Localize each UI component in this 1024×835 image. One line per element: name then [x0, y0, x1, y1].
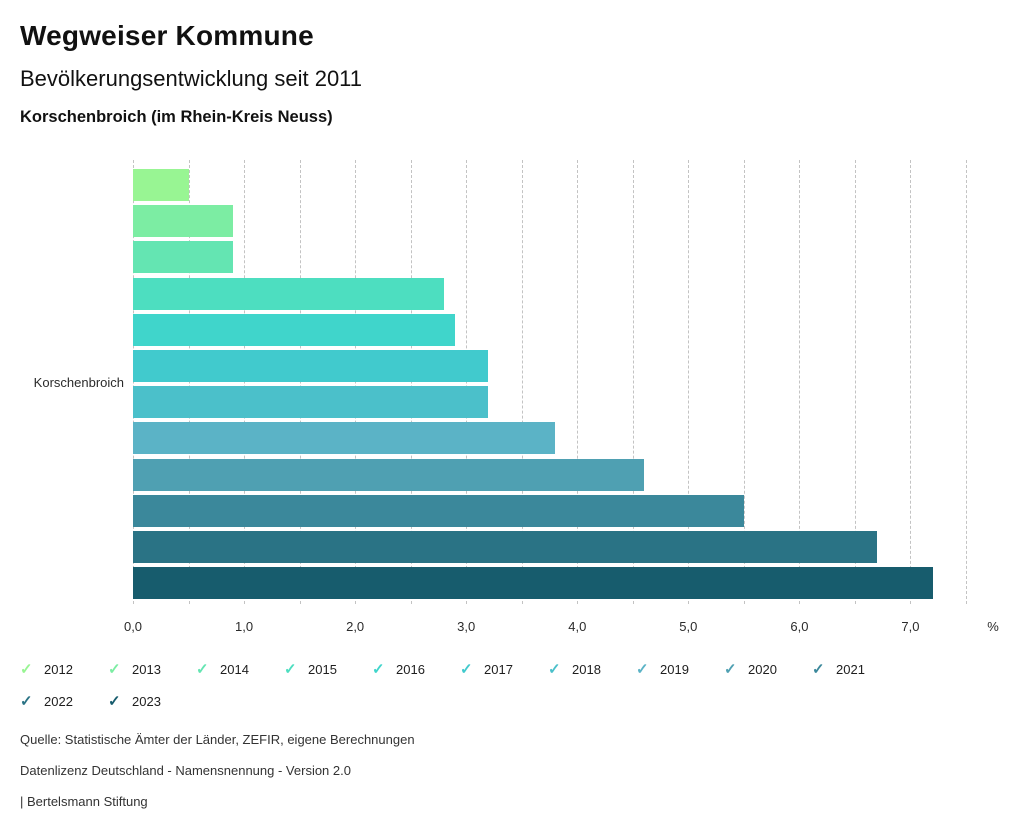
legend: ✓ 2012 ✓ 2013 ✓ 2014 ✓ 2015 ✓ 2016 ✓ 2017 ✓ 2018 ✓ 2019… — [20, 660, 920, 724]
gridline — [355, 160, 357, 604]
bar-2015[interactable] — [133, 277, 444, 310]
legend-item-2016[interactable]: ✓ 2016 — [372, 660, 460, 679]
gridline — [632, 160, 634, 604]
check-icon: ✓ — [372, 661, 385, 678]
check-icon: ✓ — [20, 661, 33, 678]
bar-2020[interactable] — [133, 458, 644, 491]
bar-2022[interactable] — [133, 531, 878, 563]
legend-item-2019[interactable]: ✓ 2019 — [636, 660, 724, 679]
bar-2023[interactable] — [133, 567, 933, 600]
x-tick-label: 7,0 — [901, 619, 920, 634]
legend-item-2018[interactable]: ✓ 2018 — [548, 660, 636, 679]
bar-2021[interactable] — [133, 494, 744, 527]
gridline — [410, 160, 412, 604]
category-label: Korschenbroich — [33, 374, 124, 390]
gridline — [688, 160, 690, 604]
check-icon: ✓ — [284, 661, 297, 678]
x-axis-unit-label: % — [987, 619, 999, 634]
check-icon: ✓ — [108, 661, 121, 678]
chart-location-subtitle: Korschenbroich (im Rhein-Kreis Neuss) — [20, 108, 333, 126]
legend-item-2023[interactable]: ✓ 2023 — [108, 692, 196, 711]
check-icon: ✓ — [636, 661, 649, 678]
gridline — [854, 160, 856, 604]
bar-2013[interactable] — [133, 205, 233, 238]
gridline — [244, 160, 246, 604]
bar-2019[interactable] — [133, 422, 556, 455]
chart-title: Bevölkerungsentwicklung seit 2011 — [20, 66, 363, 91]
gridline — [466, 160, 468, 604]
legend-year-label: 2018 — [572, 662, 601, 677]
gridline — [577, 160, 579, 604]
legend-item-2014[interactable]: ✓ 2014 — [196, 660, 284, 679]
bar-2016[interactable] — [133, 313, 456, 346]
x-axis: % 0,0 1,0 2,0 3,0 4,0 5,0 6,0 7,0 — [124, 610, 999, 634]
gridline — [299, 160, 301, 604]
bar-2012[interactable] — [133, 169, 189, 201]
legend-year-label: 2017 — [484, 662, 513, 677]
check-icon: ✓ — [812, 661, 825, 678]
legend-year-label: 2023 — [132, 694, 161, 709]
page-title: Wegweiser Kommune — [20, 20, 314, 51]
legend-year-label: 2016 — [396, 662, 425, 677]
gridline — [188, 160, 190, 604]
x-tick-label: 2,0 — [346, 619, 365, 634]
gridline — [521, 160, 523, 604]
bar-2017[interactable] — [133, 350, 489, 382]
gridline — [743, 160, 745, 604]
gridline — [133, 160, 134, 604]
bar-chart: Korschenbroich % 0,0 1,0 2,0 3,0 4,0 5,0 6,0 7,… — [0, 160, 1024, 640]
legend-year-label: 2019 — [660, 662, 689, 677]
check-icon: ✓ — [548, 661, 561, 678]
legend-year-label: 2014 — [220, 662, 249, 677]
x-tick-label: 6,0 — [790, 619, 809, 634]
footer: Quelle: Statistische Ämter der Länder, Z… — [20, 733, 415, 826]
x-tick-label: 3,0 — [457, 619, 476, 634]
check-icon: ✓ — [724, 661, 737, 678]
attribution-note: | Bertelsmann Stiftung — [20, 794, 148, 809]
check-icon: ✓ — [196, 661, 209, 678]
x-tick-label: 4,0 — [568, 619, 587, 634]
header: Wegweiser Kommune Bevölkerungsentwicklun… — [20, 20, 362, 127]
gridline — [966, 160, 967, 604]
x-tick-label: 5,0 — [679, 619, 698, 634]
gridline — [799, 160, 801, 604]
legend-item-2012[interactable]: ✓ 2012 — [20, 660, 108, 679]
legend-year-label: 2013 — [132, 662, 161, 677]
legend-item-2013[interactable]: ✓ 2013 — [108, 660, 196, 679]
plot-area — [133, 160, 967, 604]
check-icon: ✓ — [20, 693, 33, 710]
legend-year-label: 2022 — [44, 694, 73, 709]
x-tick-label: 0,0 — [123, 619, 143, 634]
legend-year-label: 2012 — [44, 662, 73, 677]
legend-item-2017[interactable]: ✓ 2017 — [460, 660, 548, 679]
legend-item-2015[interactable]: ✓ 2015 — [284, 660, 372, 679]
check-icon: ✓ — [108, 693, 121, 710]
gridline — [910, 160, 912, 604]
legend-item-2022[interactable]: ✓ 2022 — [20, 692, 108, 711]
legend-item-2021[interactable]: ✓ 2021 — [812, 660, 900, 679]
bar-2018[interactable] — [133, 386, 489, 419]
legend-year-label: 2021 — [836, 662, 865, 677]
source-note: Quelle: Statistische Ämter der Länder, Z… — [20, 732, 415, 747]
legend-year-label: 2020 — [748, 662, 777, 677]
x-tick-label: 1,0 — [235, 619, 254, 634]
license-note: Datenlizenz Deutschland - Namensnennung … — [20, 763, 351, 778]
legend-year-label: 2015 — [308, 662, 337, 677]
legend-item-2020[interactable]: ✓ 2020 — [724, 660, 812, 679]
bar-2014[interactable] — [133, 241, 233, 274]
check-icon: ✓ — [460, 661, 473, 678]
